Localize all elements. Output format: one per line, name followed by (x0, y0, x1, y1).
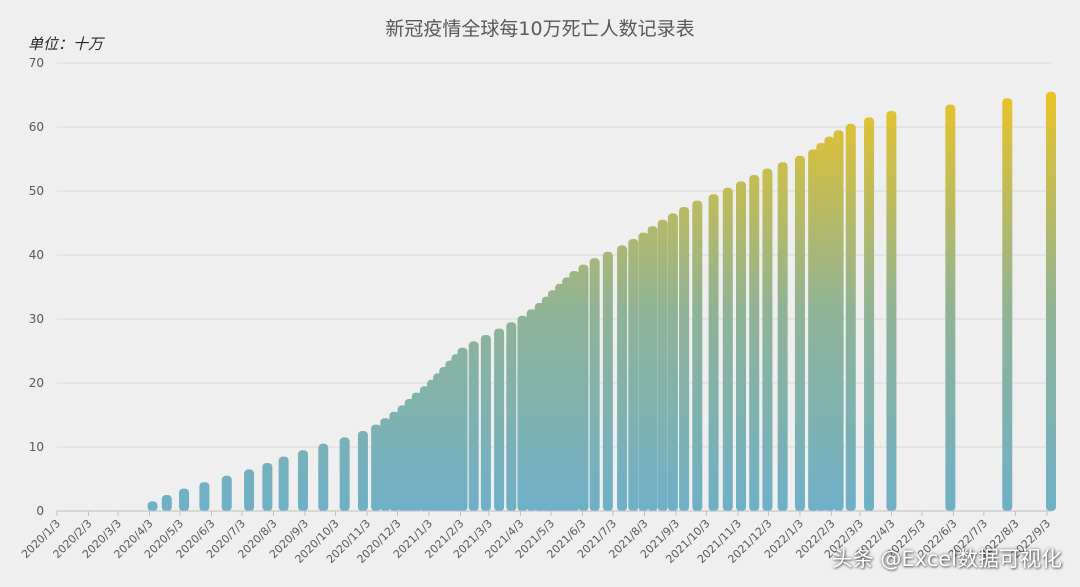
bar (161, 495, 172, 511)
bar (468, 341, 479, 511)
bar (638, 232, 649, 511)
bar (845, 123, 856, 512)
bar (1002, 98, 1013, 511)
y-tick-label: 30 (29, 312, 44, 326)
y-tick-label: 10 (29, 440, 44, 454)
bar (278, 456, 289, 511)
bar (824, 136, 835, 511)
bar (569, 271, 580, 511)
bar (667, 213, 678, 511)
bar (679, 207, 690, 511)
bar (864, 117, 875, 512)
bar (578, 264, 589, 511)
bar (371, 424, 382, 511)
bar (602, 251, 613, 512)
bar (506, 322, 517, 511)
bar (816, 143, 827, 511)
bar (262, 463, 273, 511)
bar (1045, 91, 1056, 512)
bar (657, 219, 668, 512)
y-tick-label: 20 (29, 376, 44, 390)
y-tick-label: 70 (29, 56, 44, 70)
bar (708, 194, 719, 511)
bar (221, 475, 232, 511)
bar (617, 245, 628, 511)
y-tick-label: 50 (29, 184, 44, 198)
bars (147, 91, 1056, 512)
watermark: 头条 @Excel数据可视化 (831, 547, 1062, 571)
y-tick-label: 40 (29, 248, 44, 262)
bar (777, 162, 788, 511)
bar (647, 226, 658, 511)
bar (199, 482, 210, 511)
bar (244, 469, 255, 511)
bar (339, 437, 350, 511)
bar (526, 309, 537, 511)
bar (480, 335, 491, 511)
bar (722, 187, 733, 512)
bar (794, 155, 805, 512)
y-tick-label: 0 (36, 504, 44, 518)
chart-title: 新冠疫情全球每10万死亡人数记录表 (385, 18, 695, 40)
bar (517, 315, 528, 511)
bar (692, 200, 703, 511)
bar (297, 450, 308, 511)
unit-label: 单位：十万 (28, 35, 104, 53)
bar (762, 168, 773, 511)
bar (179, 488, 190, 511)
bar (389, 411, 400, 511)
y-axis-ticks: 0 10 20 30 40 50 60 70 (29, 56, 44, 518)
bar (318, 443, 329, 511)
bar (945, 104, 956, 511)
bar (589, 258, 600, 511)
bar (411, 392, 422, 511)
bar (749, 175, 760, 511)
y-tick-label: 60 (29, 120, 44, 134)
bar (808, 149, 819, 511)
bar (886, 111, 897, 511)
bar (147, 501, 158, 511)
bar (494, 328, 505, 511)
bar (736, 181, 746, 511)
bar (357, 431, 368, 511)
bar (628, 239, 639, 511)
bar (833, 130, 844, 511)
bar (457, 347, 468, 511)
bar (380, 418, 391, 511)
